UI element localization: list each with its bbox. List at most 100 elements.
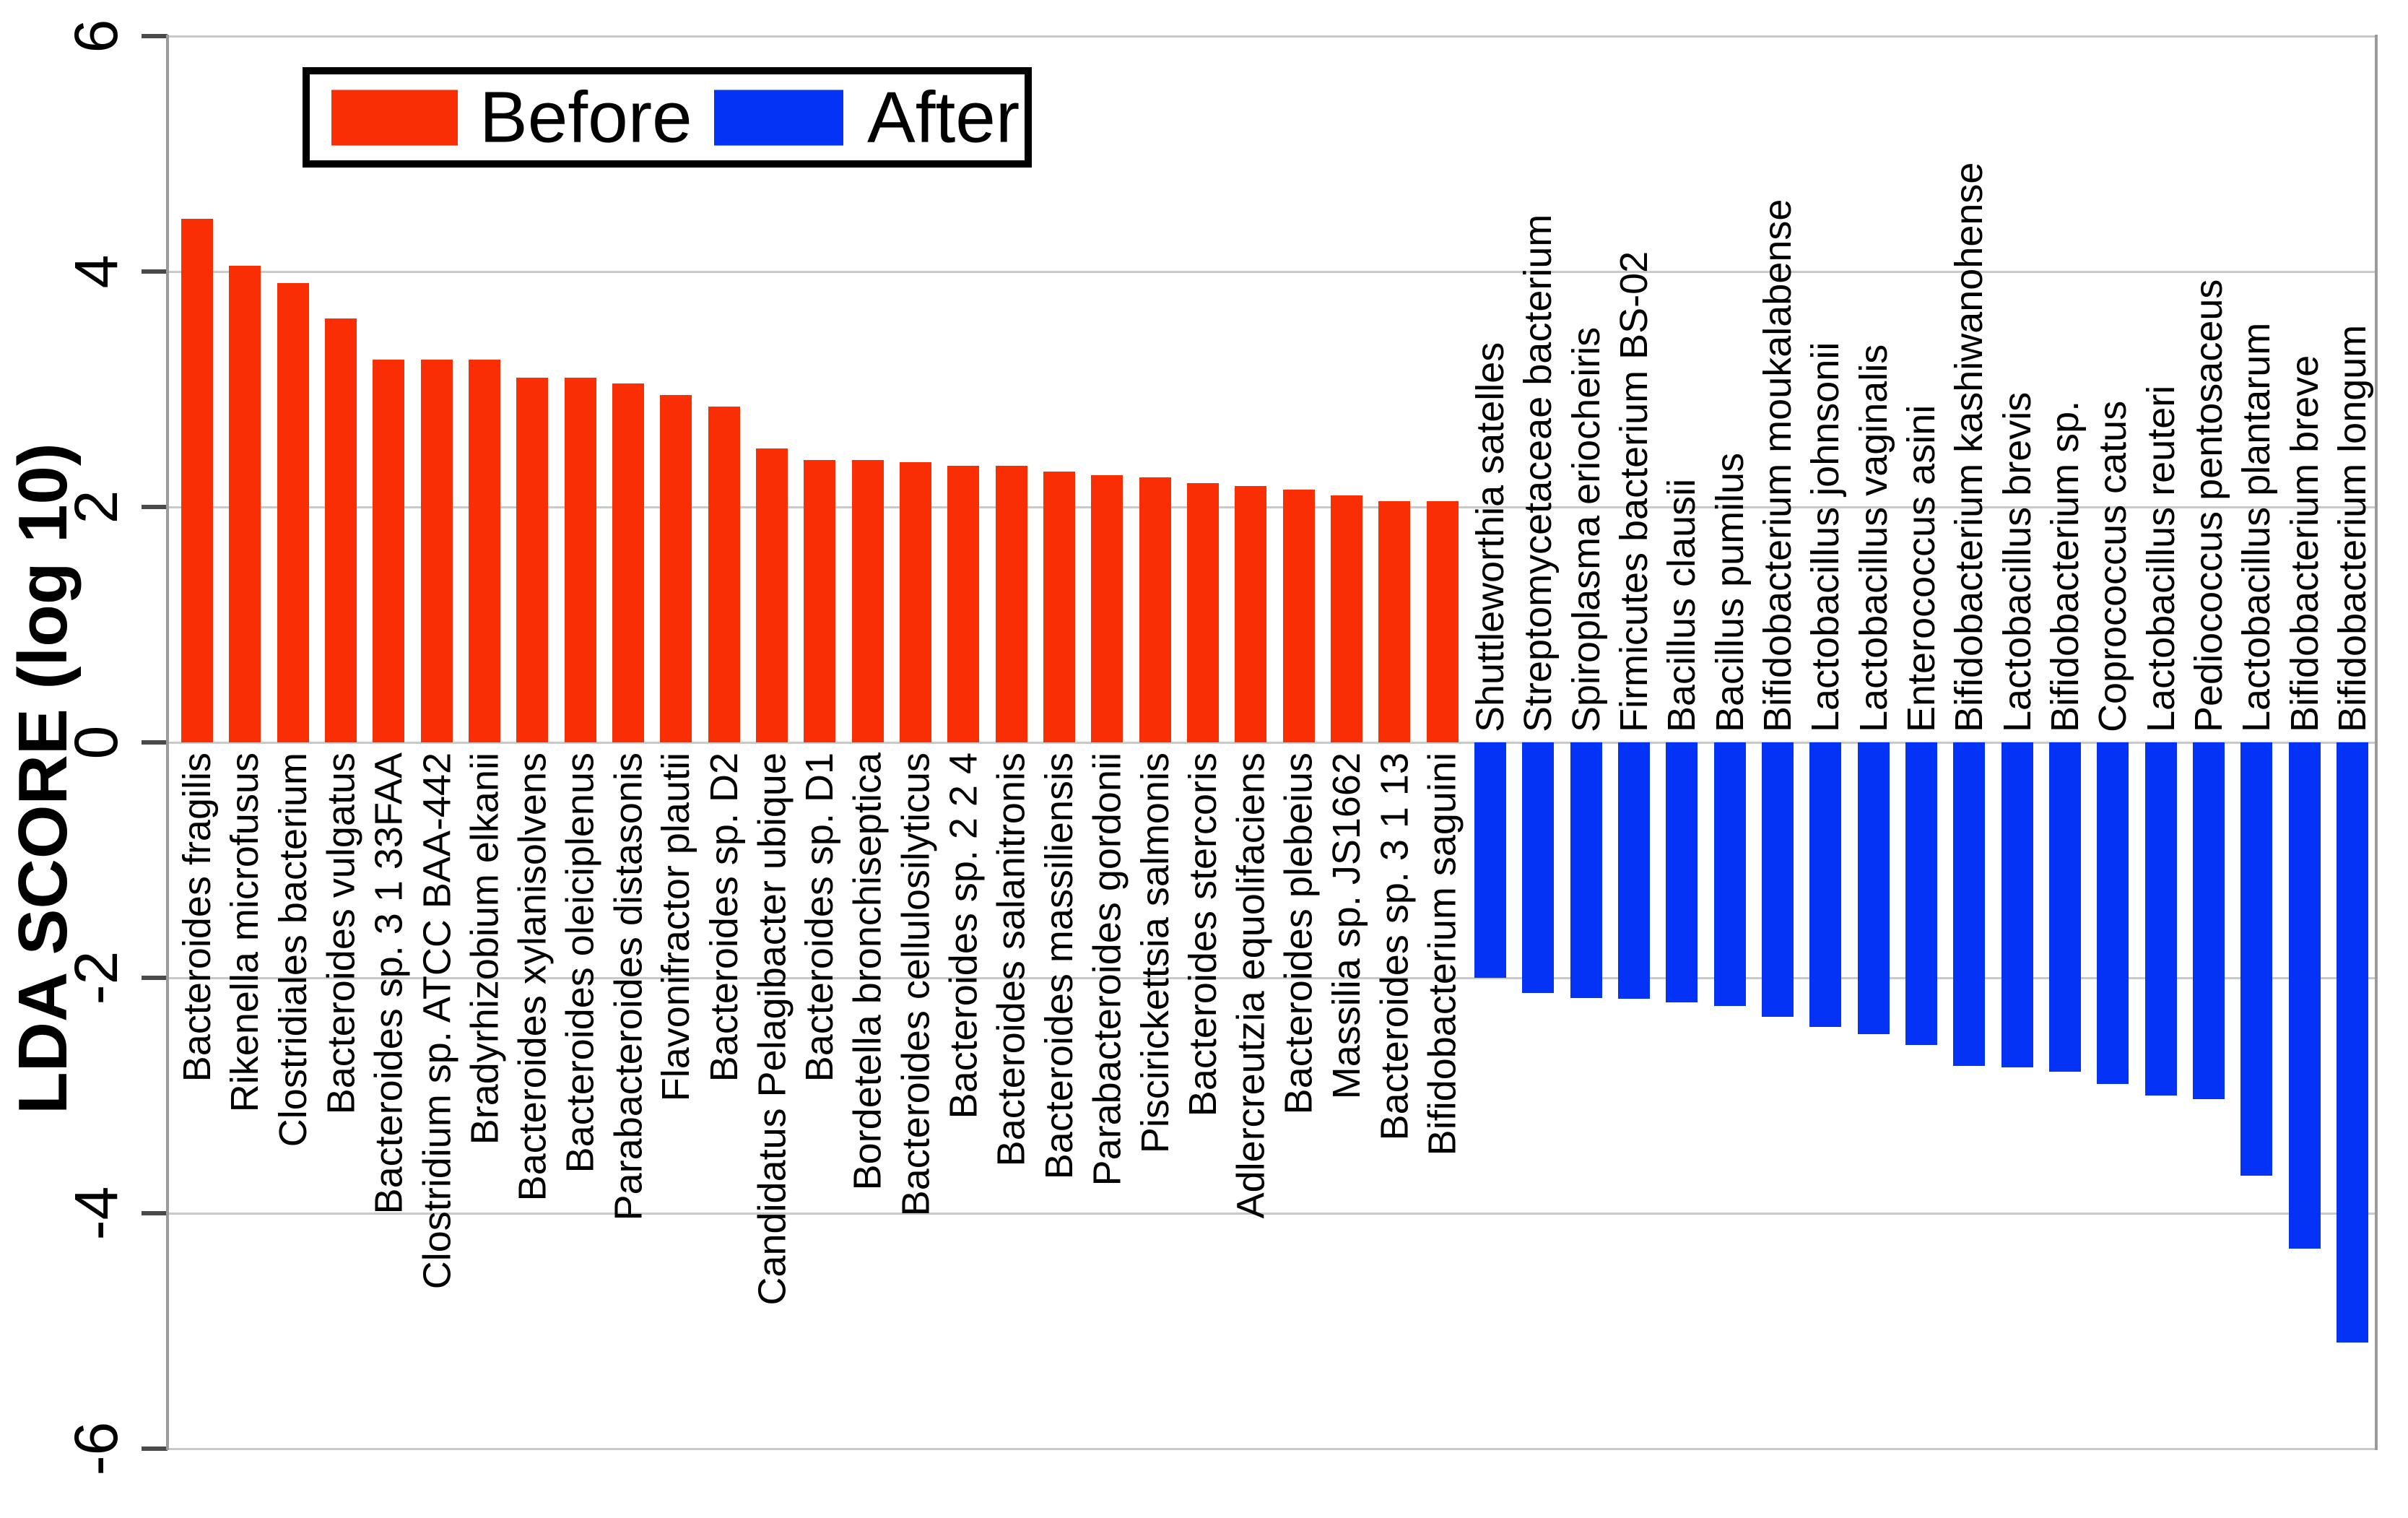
x-label-after: Coprococcus catus [2091,400,2135,732]
gridline [168,977,2376,979]
bar-before [851,459,884,742]
x-label-before: Bradyrhizobium elkanii [463,753,507,1145]
bar-after [2144,742,2177,1096]
bar-before [325,318,357,742]
bar-before [1330,495,1362,742]
x-label-after: Bifidobacterium breve [2282,355,2326,732]
bar-after [1666,742,1698,1003]
x-label-before: Bacteroides sp. 2 2 4 [942,753,986,1119]
gridline [168,271,2376,273]
bar-before [516,377,549,742]
bar-before [229,265,261,742]
y-tick-mark [142,740,168,745]
x-label-before: Flavonifractor plautii [654,753,698,1102]
bar-before [995,465,1027,742]
bar-after [1474,742,1506,978]
bar-after [1617,742,1650,999]
x-label-before: Bacteroides oleiciplenus [558,753,602,1174]
bar-before [1235,485,1267,742]
bar-after [1713,742,1746,1007]
x-label-before: Bacteroides massiliensis [1038,753,1082,1180]
bar-before [1378,500,1411,742]
y-tick-label: -2 [61,950,130,1005]
bar-before [181,218,214,742]
x-label-before: Parabacteroides distasonis [607,753,651,1221]
bar-before [1426,500,1459,742]
x-label-before: Massilia sp. JS1662 [1325,753,1368,1100]
x-label-after: Bifidobacterium moukalabense [1755,199,1799,732]
x-label-after: Lactobacillus brevis [1995,391,2039,732]
x-label-before: Piscirickettsia salmonis [1133,753,1177,1154]
x-label-after: Pediococcus pentosaceus [2186,279,2230,732]
bar-after [2001,742,2033,1067]
x-label-before: Bacteroides sp. 3 1 33FAA [367,753,411,1215]
legend: Before After [303,67,1032,168]
bar-after [2048,742,2081,1072]
y-tick-label: 6 [61,19,130,53]
bar-before [708,407,740,742]
x-label-after: Streptomycetaceae bacterium [1516,214,1560,732]
bar-after [1522,742,1555,994]
bar-before [900,462,932,742]
plot-right-border [2375,35,2378,1450]
legend-label-after: After [867,77,1020,157]
x-label-after: Spiroplasma eriocheiris [1564,326,1608,732]
x-label-after: Bifidobacterium sp. [2043,400,2087,732]
x-label-before: Candidatus Pelagibacter ubique [750,753,794,1306]
bar-before [1091,474,1123,742]
legend-label-before: Before [479,77,692,157]
bar-after [1857,742,1890,1035]
x-label-after: Lactobacillus johnsonii [1804,342,1848,732]
bar-before [947,465,980,742]
x-label-before: Bordetella bronchiseptica [846,753,890,1191]
bar-before [564,377,596,742]
x-label-after: Lactobacillus reuteri [2139,385,2183,732]
x-label-before: Clostridium sp. ATCC BAA-442 [414,753,458,1290]
x-label-after: Enterococcus asini [1899,404,1943,732]
bar-before [1139,477,1171,742]
bar-after [1761,742,1794,1017]
x-label-after: Bacillus pumilus [1708,452,1752,732]
bar-after [2192,742,2225,1099]
bar-before [420,360,453,742]
y-tick-mark [142,34,168,38]
bar-after [2336,742,2368,1343]
bar-after [2240,742,2273,1176]
y-tick-label: -6 [61,1421,130,1476]
gridline [168,506,2376,508]
x-label-after: Bacillus clausii [1660,478,1704,732]
y-axis-line [166,35,169,1450]
x-label-before: Clostridiales bacterium [271,753,315,1148]
x-label-before: Bacteroides fragilis [175,753,219,1083]
x-label-before: Bacteroides sp. D1 [798,753,842,1083]
y-tick-label: 4 [61,254,130,289]
x-label-before: Bacteroides cellulosilyticus [894,753,938,1217]
bar-before [1282,489,1315,742]
x-label-before: Bacteroides vulgatus [319,753,363,1115]
legend-swatch-before [331,90,458,145]
gridline [168,1213,2376,1215]
bar-after [1953,742,1986,1067]
bar-before [612,383,645,742]
bar-after [1570,742,1602,998]
y-tick-label: -4 [61,1186,130,1241]
bar-after [1809,742,1842,1028]
x-label-after: Bifidobacterium kashiwanohense [1947,162,1991,732]
x-label-after: Shuttleworthia satelles [1468,342,1512,732]
x-label-before: Parabacteroides gordonii [1085,753,1129,1187]
x-label-after: Lactobacillus vaginalis [1851,344,1895,732]
gridline [168,35,2376,38]
bar-after [2097,742,2129,1084]
bar-after [1905,742,1937,1045]
x-label-before: Bacteroides xylanisolvens [510,753,555,1202]
x-label-before: Bacteroides stercoris [1181,753,1225,1117]
x-label-after: Lactobacillus plantarum [2235,322,2279,732]
gridline [168,742,2376,744]
bar-before [804,459,836,742]
y-tick-mark [142,505,168,509]
y-tick-mark [142,1211,168,1215]
bar-before [277,283,309,742]
bar-before [1187,483,1219,742]
x-label-after: Firmicutes bacterium BS-02 [1612,251,1656,732]
